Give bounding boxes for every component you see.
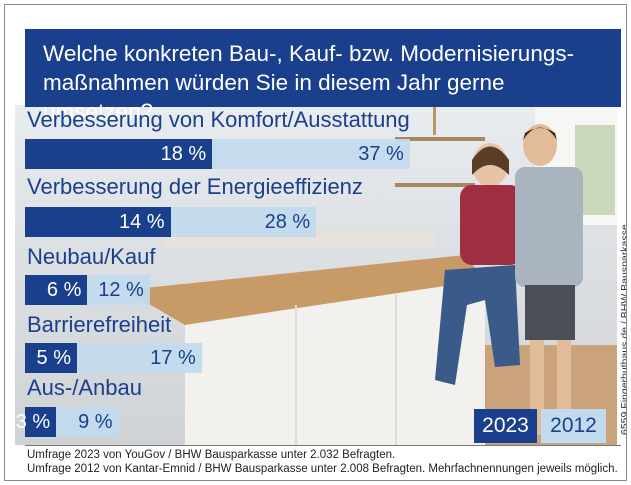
- value-label-2023: 18 %: [160, 143, 207, 165]
- value-label-2023: 6 %: [46, 279, 82, 301]
- value-label-2023: 5 %: [36, 347, 71, 369]
- legend-2023: 2023: [474, 409, 537, 443]
- category-label: Neubau/Kauf: [27, 244, 156, 269]
- bar-2023: [25, 343, 77, 373]
- footnote-2012: Umfrage 2012 von Kantar-Emnid / BHW Baus…: [27, 463, 618, 475]
- bar-2023: [25, 207, 171, 237]
- value-label-2023: 14 %: [119, 211, 165, 233]
- title-line: Welche konkreten Bau-, Kauf- bzw. Modern…: [43, 41, 575, 66]
- value-label-2012: 9 %: [78, 411, 113, 433]
- value-label-2012: 28 %: [264, 211, 311, 233]
- legend-2012: 2012: [541, 409, 606, 443]
- title-line: maßnahmen würden Sie in diesem Jahr gern…: [43, 70, 505, 124]
- bar-2023: [25, 139, 213, 169]
- infographic-frame: Welche konkreten Bau-, Kauf- bzw. Modern…: [4, 4, 627, 481]
- bar-2023: [25, 407, 57, 437]
- category-label: Aus-/Anbau: [27, 375, 142, 400]
- footnote-divider: [25, 445, 621, 446]
- category-label: Verbesserung der Energieeffizienz: [27, 174, 363, 199]
- footnote-2023: Umfrage 2023 von YouGov / BHW Bausparkas…: [27, 449, 396, 461]
- value-label-2012: 37 %: [358, 143, 404, 165]
- value-label-2012: 12 %: [98, 279, 144, 301]
- title-box: Welche konkreten Bau-, Kauf- bzw. Modern…: [25, 29, 621, 124]
- side-credit: 6559 Fingerhuthaus.de / BHW Bausparkasse: [619, 224, 627, 435]
- category-label: Barrierefreiheit: [27, 312, 172, 337]
- category-label: Verbesserung von Komfort/Ausstattung: [27, 107, 410, 132]
- value-label-2012: 17 %: [150, 347, 196, 369]
- bar-2023: [25, 275, 88, 305]
- value-label-2023: 3 %: [15, 411, 51, 433]
- chart-title: Welche konkreten Bau-, Kauf- bzw. Modern…: [43, 39, 613, 126]
